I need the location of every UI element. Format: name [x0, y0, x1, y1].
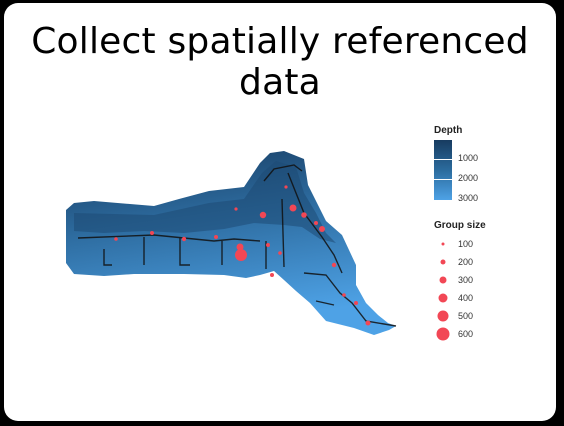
- size-label-300: 300: [458, 275, 474, 285]
- size-label-400: 400: [458, 293, 474, 303]
- group-size-row: 600: [434, 325, 544, 343]
- size-label-200: 200: [458, 257, 474, 267]
- track-lines: [77, 164, 397, 327]
- size-dot-500: [437, 310, 449, 322]
- size-label-100: 100: [458, 239, 474, 249]
- depth-color-scale: 1000 2000 3000: [434, 140, 544, 203]
- size-dot-400: [438, 293, 448, 303]
- sightings: [114, 185, 371, 326]
- size-dot-100: [441, 242, 445, 246]
- depth-legend-title: Depth: [434, 125, 463, 136]
- group-size-row: 200: [434, 253, 544, 271]
- group-size-row: 300: [434, 271, 544, 289]
- group-size-row: 500: [434, 307, 544, 325]
- size-dot-600: [436, 327, 450, 341]
- depth-label-2000: 2000: [458, 173, 479, 183]
- group-size-legend-title: Group size: [434, 220, 486, 231]
- size-label-500: 500: [458, 311, 474, 321]
- deep-zone: [74, 161, 336, 243]
- depth-label-1000: 1000: [458, 153, 479, 163]
- depth-tick: [434, 179, 452, 180]
- depth-tick: [434, 159, 452, 160]
- water-body: [66, 151, 396, 335]
- group-size-row: 100: [434, 235, 544, 253]
- size-dot-300: [439, 276, 447, 284]
- bathymetry-map: [66, 151, 397, 335]
- size-label-600: 600: [458, 329, 474, 339]
- slide-title: Collect spatially referenced data: [31, 21, 529, 103]
- size-dot-200: [440, 259, 446, 265]
- depth-color-bar: [434, 140, 452, 200]
- slide: Collect spatially referenced data: [4, 3, 556, 421]
- group-size-row: 400: [434, 289, 544, 307]
- map-legend: Depth 1000 2000 3000 Group size 100 200 …: [434, 125, 544, 343]
- depth-label-3000: 3000: [458, 193, 479, 203]
